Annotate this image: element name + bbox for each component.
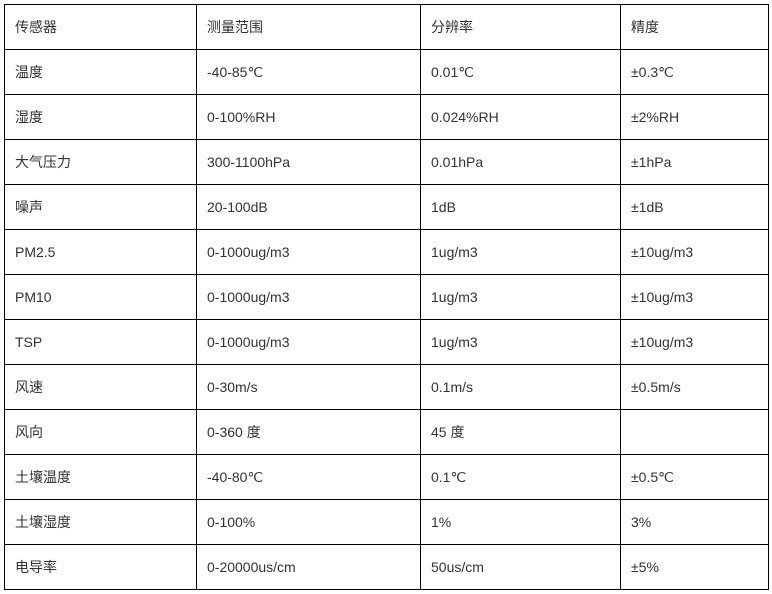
cell-accuracy: ±10ug/m3 (621, 230, 769, 275)
cell-range: 0-100% (197, 500, 421, 545)
cell-sensor: 风向 (5, 410, 197, 455)
cell-sensor: 大气压力 (5, 140, 197, 185)
cell-range: 0-30m/s (197, 365, 421, 410)
cell-accuracy: ±10ug/m3 (621, 275, 769, 320)
cell-range: -40-80℃ (197, 455, 421, 500)
cell-accuracy: 3% (621, 500, 769, 545)
cell-accuracy: ±5% (621, 545, 769, 590)
cell-accuracy (621, 410, 769, 455)
table-row: PM10 0-1000ug/m3 1ug/m3 ±10ug/m3 (5, 275, 769, 320)
cell-accuracy: ±1hPa (621, 140, 769, 185)
cell-sensor: 湿度 (5, 95, 197, 140)
cell-accuracy: ±2%RH (621, 95, 769, 140)
cell-resolution: 1ug/m3 (421, 275, 621, 320)
cell-accuracy: ±0.3℃ (621, 50, 769, 95)
cell-resolution: 0.1℃ (421, 455, 621, 500)
cell-accuracy: ±0.5m/s (621, 365, 769, 410)
cell-sensor: PM2.5 (5, 230, 197, 275)
cell-resolution: 0.024%RH (421, 95, 621, 140)
cell-sensor: 土壤温度 (5, 455, 197, 500)
cell-resolution: 45 度 (421, 410, 621, 455)
cell-sensor: 温度 (5, 50, 197, 95)
table-row: PM2.5 0-1000ug/m3 1ug/m3 ±10ug/m3 (5, 230, 769, 275)
header-range: 测量范围 (197, 5, 421, 50)
table-row: 湿度 0-100%RH 0.024%RH ±2%RH (5, 95, 769, 140)
cell-accuracy: ±10ug/m3 (621, 320, 769, 365)
cell-sensor: 风速 (5, 365, 197, 410)
cell-resolution: 1ug/m3 (421, 230, 621, 275)
cell-accuracy: ±1dB (621, 185, 769, 230)
cell-resolution: 1dB (421, 185, 621, 230)
table-row: 土壤湿度 0-100% 1% 3% (5, 500, 769, 545)
table-row: TSP 0-1000ug/m3 1ug/m3 ±10ug/m3 (5, 320, 769, 365)
cell-range: -40-85℃ (197, 50, 421, 95)
cell-resolution: 1ug/m3 (421, 320, 621, 365)
table-row: 噪声 20-100dB 1dB ±1dB (5, 185, 769, 230)
header-accuracy: 精度 (621, 5, 769, 50)
table-row: 风向 0-360 度 45 度 (5, 410, 769, 455)
cell-sensor: 电导率 (5, 545, 197, 590)
table-row: 电导率 0-20000us/cm 50us/cm ±5% (5, 545, 769, 590)
cell-resolution: 50us/cm (421, 545, 621, 590)
cell-range: 0-20000us/cm (197, 545, 421, 590)
cell-sensor: 噪声 (5, 185, 197, 230)
cell-range: 0-360 度 (197, 410, 421, 455)
table-row: 大气压力 300-1100hPa 0.01hPa ±1hPa (5, 140, 769, 185)
table-row: 土壤温度 -40-80℃ 0.1℃ ±0.5℃ (5, 455, 769, 500)
header-sensor: 传感器 (5, 5, 197, 50)
cell-range: 0-1000ug/m3 (197, 230, 421, 275)
cell-resolution: 0.01hPa (421, 140, 621, 185)
cell-range: 0-100%RH (197, 95, 421, 140)
cell-accuracy: ±0.5℃ (621, 455, 769, 500)
sensor-spec-table: 传感器 测量范围 分辨率 精度 温度 -40-85℃ 0.01℃ ±0.3℃ 湿… (4, 4, 769, 590)
cell-range: 300-1100hPa (197, 140, 421, 185)
cell-resolution: 1% (421, 500, 621, 545)
cell-resolution: 0.1m/s (421, 365, 621, 410)
table-header-row: 传感器 测量范围 分辨率 精度 (5, 5, 769, 50)
cell-range: 0-1000ug/m3 (197, 320, 421, 365)
cell-sensor: TSP (5, 320, 197, 365)
cell-sensor: 土壤湿度 (5, 500, 197, 545)
table-row: 温度 -40-85℃ 0.01℃ ±0.3℃ (5, 50, 769, 95)
header-resolution: 分辨率 (421, 5, 621, 50)
cell-range: 0-1000ug/m3 (197, 275, 421, 320)
cell-range: 20-100dB (197, 185, 421, 230)
cell-resolution: 0.01℃ (421, 50, 621, 95)
cell-sensor: PM10 (5, 275, 197, 320)
table-row: 风速 0-30m/s 0.1m/s ±0.5m/s (5, 365, 769, 410)
